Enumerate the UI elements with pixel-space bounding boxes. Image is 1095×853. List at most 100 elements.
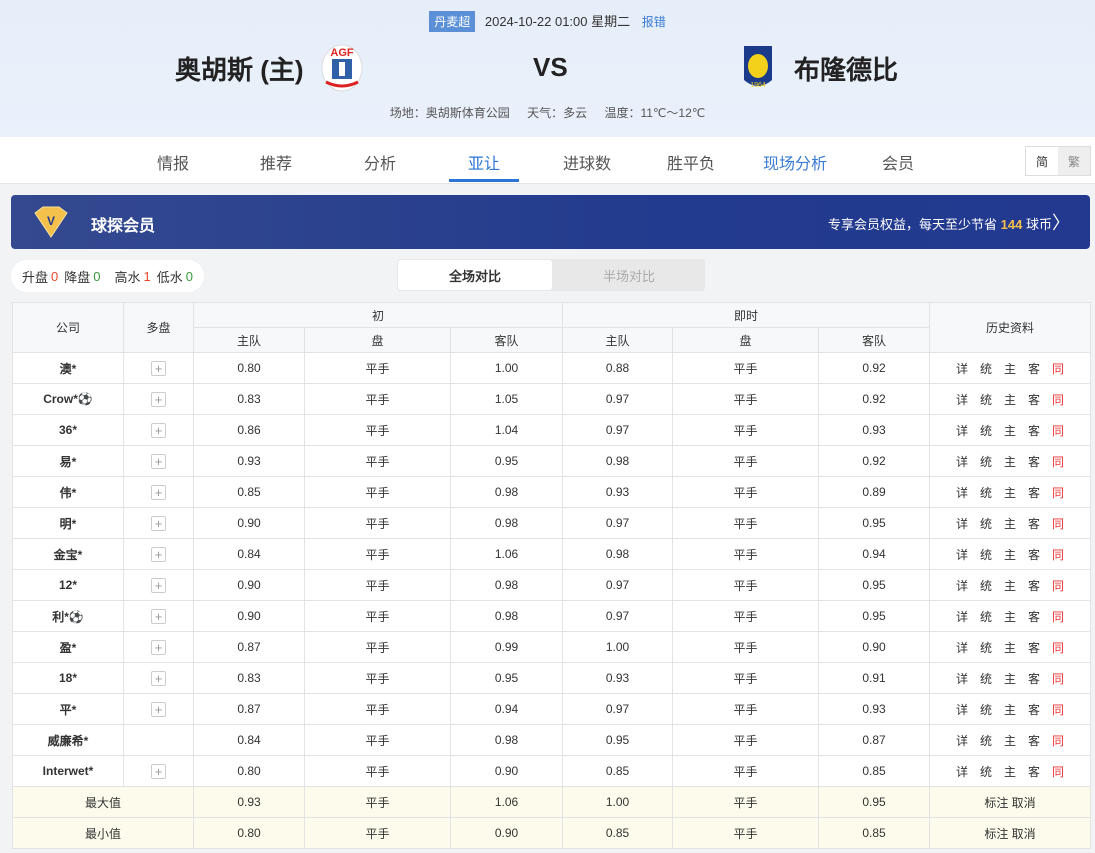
live-home-odds[interactable]: 0.97 — [562, 507, 673, 539]
history-link[interactable]: 详 — [955, 702, 968, 717]
expand-plus-icon[interactable]: + — [151, 763, 166, 779]
live-home-odds[interactable]: 0.97 — [562, 383, 673, 415]
live-home-odds[interactable]: 0.93 — [562, 662, 673, 694]
live-away-odds[interactable]: 0.91 — [818, 662, 930, 694]
init-home-odds[interactable]: 0.84 — [193, 724, 305, 756]
tab-asian-handicap[interactable]: 亚让 — [468, 156, 501, 173]
init-away-odds[interactable]: 1.04 — [450, 414, 563, 446]
company-name[interactable]: 12* — [12, 569, 124, 601]
history-link[interactable]: 主 — [1003, 578, 1016, 593]
init-home-odds[interactable]: 0.85 — [193, 476, 305, 508]
live-away-odds[interactable]: 0.92 — [818, 445, 930, 477]
company-name[interactable]: 明* — [12, 507, 124, 539]
live-away-odds[interactable]: 0.95 — [818, 507, 930, 539]
expand-plus-icon[interactable]: + — [151, 546, 166, 562]
history-link[interactable]: 同 — [1052, 392, 1065, 407]
history-link[interactable]: 客 — [1028, 392, 1041, 407]
live-home-odds[interactable]: 0.95 — [562, 724, 673, 756]
init-away-odds[interactable]: 1.05 — [450, 383, 563, 415]
history-link[interactable]: 详 — [955, 764, 968, 779]
expand-plus-icon[interactable]: + — [151, 577, 166, 593]
history-link[interactable]: 同 — [1052, 485, 1065, 500]
simplified-button[interactable]: 简 — [1035, 154, 1048, 169]
live-home-odds[interactable]: 0.97 — [562, 414, 673, 446]
init-home-odds[interactable]: 0.87 — [193, 631, 305, 663]
live-away-odds[interactable]: 0.89 — [818, 476, 930, 508]
history-link[interactable]: 统 — [979, 702, 992, 717]
history-link[interactable]: 主 — [1003, 671, 1016, 686]
history-link[interactable]: 详 — [955, 640, 968, 655]
league-badge[interactable]: 丹麦超 — [429, 11, 476, 32]
history-link[interactable]: 主 — [1003, 764, 1016, 779]
live-home-odds[interactable]: 1.00 — [562, 631, 673, 663]
history-link[interactable]: 详 — [955, 578, 968, 593]
history-link[interactable]: 同 — [1052, 423, 1065, 438]
history-link[interactable]: 详 — [955, 547, 968, 562]
init-home-odds[interactable]: 0.83 — [193, 383, 305, 415]
history-link[interactable]: 主 — [1003, 454, 1016, 469]
history-link[interactable]: 主 — [1003, 733, 1016, 748]
history-link[interactable]: 主 — [1003, 516, 1016, 531]
history-link[interactable]: 客 — [1028, 640, 1041, 655]
init-away-odds[interactable]: 1.06 — [450, 538, 563, 570]
expand-plus-icon[interactable]: + — [151, 701, 166, 717]
history-link[interactable]: 详 — [955, 392, 968, 407]
mark-cancel-actions[interactable]: 标注 取消 — [929, 817, 1091, 849]
full-match-button[interactable]: 全场对比 — [398, 260, 552, 290]
report-error-link[interactable]: 报错 — [641, 15, 666, 29]
history-link[interactable]: 客 — [1028, 733, 1041, 748]
history-link[interactable]: 主 — [1003, 485, 1016, 500]
history-link[interactable]: 同 — [1052, 671, 1065, 686]
history-link[interactable]: 主 — [1003, 392, 1016, 407]
init-away-odds[interactable]: 0.95 — [450, 445, 563, 477]
history-link[interactable]: 客 — [1028, 423, 1041, 438]
tab-recommend[interactable]: 推荐 — [260, 156, 293, 173]
init-away-odds[interactable]: 0.98 — [450, 569, 563, 601]
tab-intel[interactable]: 情报 — [157, 156, 190, 173]
history-link[interactable]: 统 — [979, 516, 992, 531]
live-away-odds[interactable]: 0.93 — [818, 414, 930, 446]
history-link[interactable]: 统 — [979, 609, 992, 624]
history-link[interactable]: 统 — [979, 578, 992, 593]
history-link[interactable]: 客 — [1028, 764, 1041, 779]
init-home-odds[interactable]: 0.86 — [193, 414, 305, 446]
tab-member[interactable]: 会员 — [882, 156, 915, 173]
history-link[interactable]: 详 — [955, 733, 968, 748]
expand-plus-icon[interactable]: + — [151, 484, 166, 500]
history-link[interactable]: 客 — [1028, 671, 1041, 686]
expand-plus-icon[interactable]: + — [151, 391, 166, 407]
init-home-odds[interactable]: 0.80 — [193, 352, 305, 384]
init-home-odds[interactable]: 0.84 — [193, 538, 305, 570]
history-link[interactable]: 主 — [1003, 640, 1016, 655]
init-away-odds[interactable]: 0.95 — [450, 662, 563, 694]
init-home-odds[interactable]: 0.80 — [193, 755, 305, 787]
live-away-odds[interactable]: 0.94 — [818, 538, 930, 570]
vip-banner[interactable]: V 球探会员 专享会员权益，每天至少节省 144 球币 〉 — [11, 195, 1090, 249]
init-home-odds[interactable]: 0.87 — [193, 693, 305, 725]
mark-cancel-actions[interactable]: 标注 取消 — [929, 786, 1091, 818]
history-link[interactable]: 同 — [1052, 733, 1065, 748]
tab-analysis[interactable]: 分析 — [364, 156, 397, 173]
init-away-odds[interactable]: 0.98 — [450, 507, 563, 539]
live-away-odds[interactable]: 0.87 — [818, 724, 930, 756]
live-home-odds[interactable]: 0.98 — [562, 445, 673, 477]
history-link[interactable]: 统 — [979, 361, 992, 376]
tab-live-analysis[interactable]: 现场分析 — [763, 156, 828, 173]
init-home-odds[interactable]: 0.90 — [193, 507, 305, 539]
company-name[interactable]: 36* — [12, 414, 124, 446]
init-away-odds[interactable]: 0.98 — [450, 600, 563, 632]
history-link[interactable]: 客 — [1028, 702, 1041, 717]
history-link[interactable]: 客 — [1028, 516, 1041, 531]
history-link[interactable]: 同 — [1052, 640, 1065, 655]
history-link[interactable]: 同 — [1052, 361, 1065, 376]
history-link[interactable]: 客 — [1028, 485, 1041, 500]
company-name[interactable]: 盈* — [12, 631, 124, 663]
history-link[interactable]: 同 — [1052, 547, 1065, 562]
live-away-odds[interactable]: 0.95 — [818, 600, 930, 632]
init-away-odds[interactable]: 0.98 — [450, 724, 563, 756]
history-link[interactable]: 统 — [979, 671, 992, 686]
expand-plus-icon[interactable]: + — [151, 670, 166, 686]
history-link[interactable]: 同 — [1052, 702, 1065, 717]
away-team-name[interactable]: 布隆德比 — [794, 55, 899, 85]
expand-plus-icon[interactable]: + — [151, 422, 166, 438]
